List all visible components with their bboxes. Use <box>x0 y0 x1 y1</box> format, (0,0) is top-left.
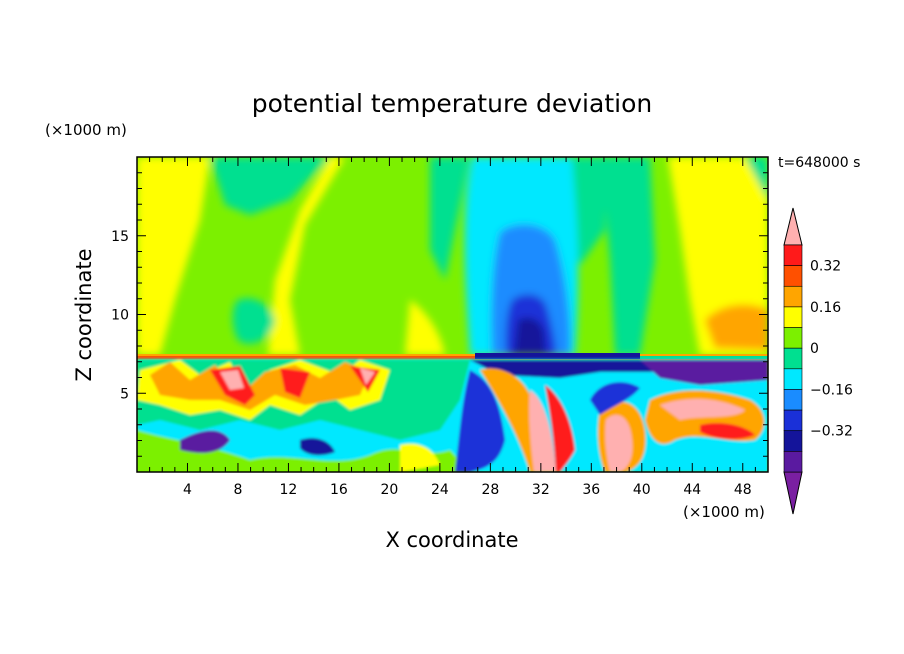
colorbar-label: −0.32 <box>810 424 853 440</box>
x-tick-label: 36 <box>582 482 600 498</box>
y-axis: 5 10 15 <box>111 172 768 457</box>
x-axis-label: X coordinate <box>385 528 518 552</box>
colorbar: 0.32 0.16 0 −0.16 −0.32 <box>783 207 853 515</box>
x-tick-label: 12 <box>280 482 298 498</box>
x-tick-label: 24 <box>431 482 449 498</box>
colorbar-swatch <box>783 389 803 411</box>
colorbar-swatch <box>783 265 803 287</box>
colorbar-swatch <box>783 306 803 328</box>
y-axis-label: Z coordinate <box>72 248 96 381</box>
colorbar-swatch <box>783 451 803 473</box>
x-axis: 4 8 12 16 20 24 28 32 36 40 44 48 <box>149 157 756 498</box>
colorbar-swatch <box>783 244 803 266</box>
colorbar-min-arrow <box>783 471 803 515</box>
colorbar-swatch <box>783 368 803 390</box>
colorbar-label: −0.16 <box>810 382 853 398</box>
x-tick-label: 28 <box>481 482 499 498</box>
y-tick-label: 10 <box>111 308 129 324</box>
x-tick-label: 16 <box>330 482 348 498</box>
x-tick-label: 40 <box>633 482 651 498</box>
time-label: t=648000 s <box>778 155 860 171</box>
colorbar-swatch <box>783 409 803 432</box>
x-tick-label: 32 <box>532 482 550 498</box>
x-tick-label: 44 <box>683 482 701 498</box>
x-tick-label: 8 <box>233 482 242 498</box>
y-tick-label: 5 <box>120 386 129 402</box>
colorbar-swatch <box>783 327 803 349</box>
x-tick-label: 4 <box>183 482 192 498</box>
y-unit-label: (×1000 m) <box>45 121 127 139</box>
colorbar-label: 0.32 <box>810 259 841 275</box>
chart-title: potential temperature deviation <box>252 89 652 118</box>
colorbar-swatch <box>783 347 803 370</box>
colorbar-swatch <box>783 430 803 452</box>
contour-field <box>137 157 768 472</box>
colorbar-swatch <box>783 285 803 308</box>
x-unit-label: (×1000 m) <box>683 503 765 521</box>
colorbar-label: 0 <box>810 341 819 357</box>
x-tick-label: 48 <box>734 482 752 498</box>
x-tick-label: 20 <box>380 482 398 498</box>
colorbar-label: 0.16 <box>810 300 841 316</box>
y-tick-label: 15 <box>111 229 129 245</box>
colorbar-max-arrow <box>783 207 803 246</box>
